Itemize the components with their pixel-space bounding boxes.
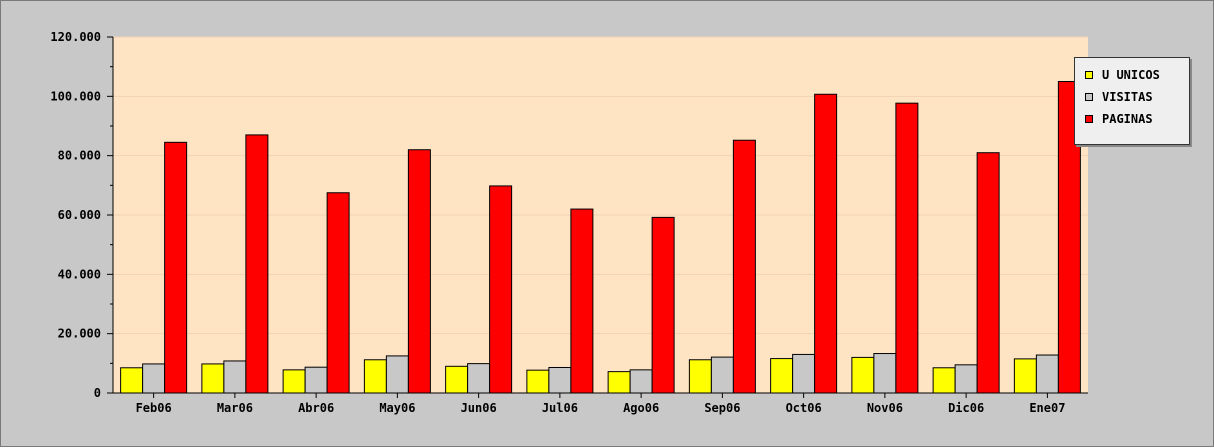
legend-label-paginas: PAGINAS [1102, 112, 1153, 126]
x-tick-label: Jul06 [542, 401, 578, 415]
bar-jul06-visitas [548, 366, 572, 394]
bar-nov06-paginas [895, 102, 919, 394]
bar-mar06-u-unicos [201, 363, 225, 394]
bars [120, 81, 1081, 394]
axes [107, 36, 1088, 398]
bar-nov06-visitas [873, 353, 897, 394]
bar-may06-u-unicos [363, 359, 387, 394]
x-tick-label: Abr06 [298, 401, 334, 415]
bar-dic06-u-unicos [932, 367, 956, 394]
bar-sep06-visitas [710, 356, 734, 394]
bar-ago06-paginas [651, 216, 675, 394]
x-tick-label: Oct06 [786, 401, 822, 415]
y-tick-label: 120.000 [50, 30, 101, 44]
legend: U UNICOS VISITAS PAGINAS [1074, 57, 1190, 145]
x-tick-label: May06 [379, 401, 415, 415]
bar-oct06-paginas [814, 93, 838, 394]
bar-jun06-u-unicos [445, 365, 469, 394]
bar-mar06-paginas [245, 134, 269, 394]
legend-swatch-visitas [1085, 93, 1093, 101]
x-tick-label: Mar06 [217, 401, 253, 415]
x-tick-label: Nov06 [867, 401, 903, 415]
bar-nov06-u-unicos [851, 356, 875, 394]
bar-abr06-u-unicos [282, 369, 306, 394]
y-tick-label: 40.000 [58, 267, 101, 281]
bar-ago06-visitas [629, 369, 653, 394]
y-tick-label: 0 [94, 386, 101, 400]
bar-sep06-u-unicos [688, 359, 712, 394]
bar-abr06-paginas [326, 192, 350, 394]
x-tick-label: Sep06 [704, 401, 740, 415]
bar-oct06-visitas [792, 353, 816, 394]
bar-jun06-paginas [489, 185, 513, 394]
axis-labels: 0 20.000 40.000 60.000 80.000 100.000 120.000 F… [50, 30, 1065, 415]
bar-oct06-u-unicos [770, 358, 794, 394]
bar-feb06-visitas [142, 363, 166, 394]
bar-mar06-visitas [223, 360, 247, 394]
x-tick-label: Ene07 [1029, 401, 1065, 415]
bar-may06-visitas [385, 355, 409, 394]
y-tick-label: 20.000 [58, 327, 101, 341]
bar-ene07-visitas [1035, 354, 1059, 394]
legend-item-paginas: PAGINAS [1085, 108, 1189, 130]
bar-jul06-paginas [570, 208, 594, 394]
bar-feb06-u-unicos [120, 367, 144, 394]
bar-feb06-paginas [164, 141, 188, 394]
y-tick-label: 100.000 [50, 89, 101, 103]
bar-dic06-visitas [954, 364, 978, 394]
legend-label-u-unicos: U UNICOS [1102, 68, 1160, 82]
x-tick-label: Ago06 [623, 401, 659, 415]
bar-abr06-visitas [304, 366, 328, 394]
legend-item-u-unicos: U UNICOS [1085, 64, 1189, 86]
bar-ene07-u-unicos [1013, 358, 1037, 394]
legend-swatch-paginas [1085, 115, 1093, 123]
x-tick-label: Feb06 [136, 401, 172, 415]
gridlines [113, 36, 1088, 335]
bar-may06-paginas [407, 149, 431, 394]
y-tick-label: 60.000 [58, 208, 101, 222]
bar-jul06-u-unicos [526, 369, 550, 394]
legend-swatch-u-unicos [1085, 71, 1093, 79]
x-tick-label: Dic06 [948, 401, 984, 415]
legend-item-visitas: VISITAS [1085, 86, 1189, 108]
y-tick-label: 80.000 [58, 149, 101, 163]
legend-label-visitas: VISITAS [1102, 90, 1153, 104]
x-tick-label: Jun06 [461, 401, 497, 415]
bar-sep06-paginas [732, 139, 756, 394]
bar-ago06-u-unicos [607, 371, 631, 394]
bar-jun06-visitas [467, 363, 491, 394]
bar-dic06-paginas [976, 152, 1000, 394]
